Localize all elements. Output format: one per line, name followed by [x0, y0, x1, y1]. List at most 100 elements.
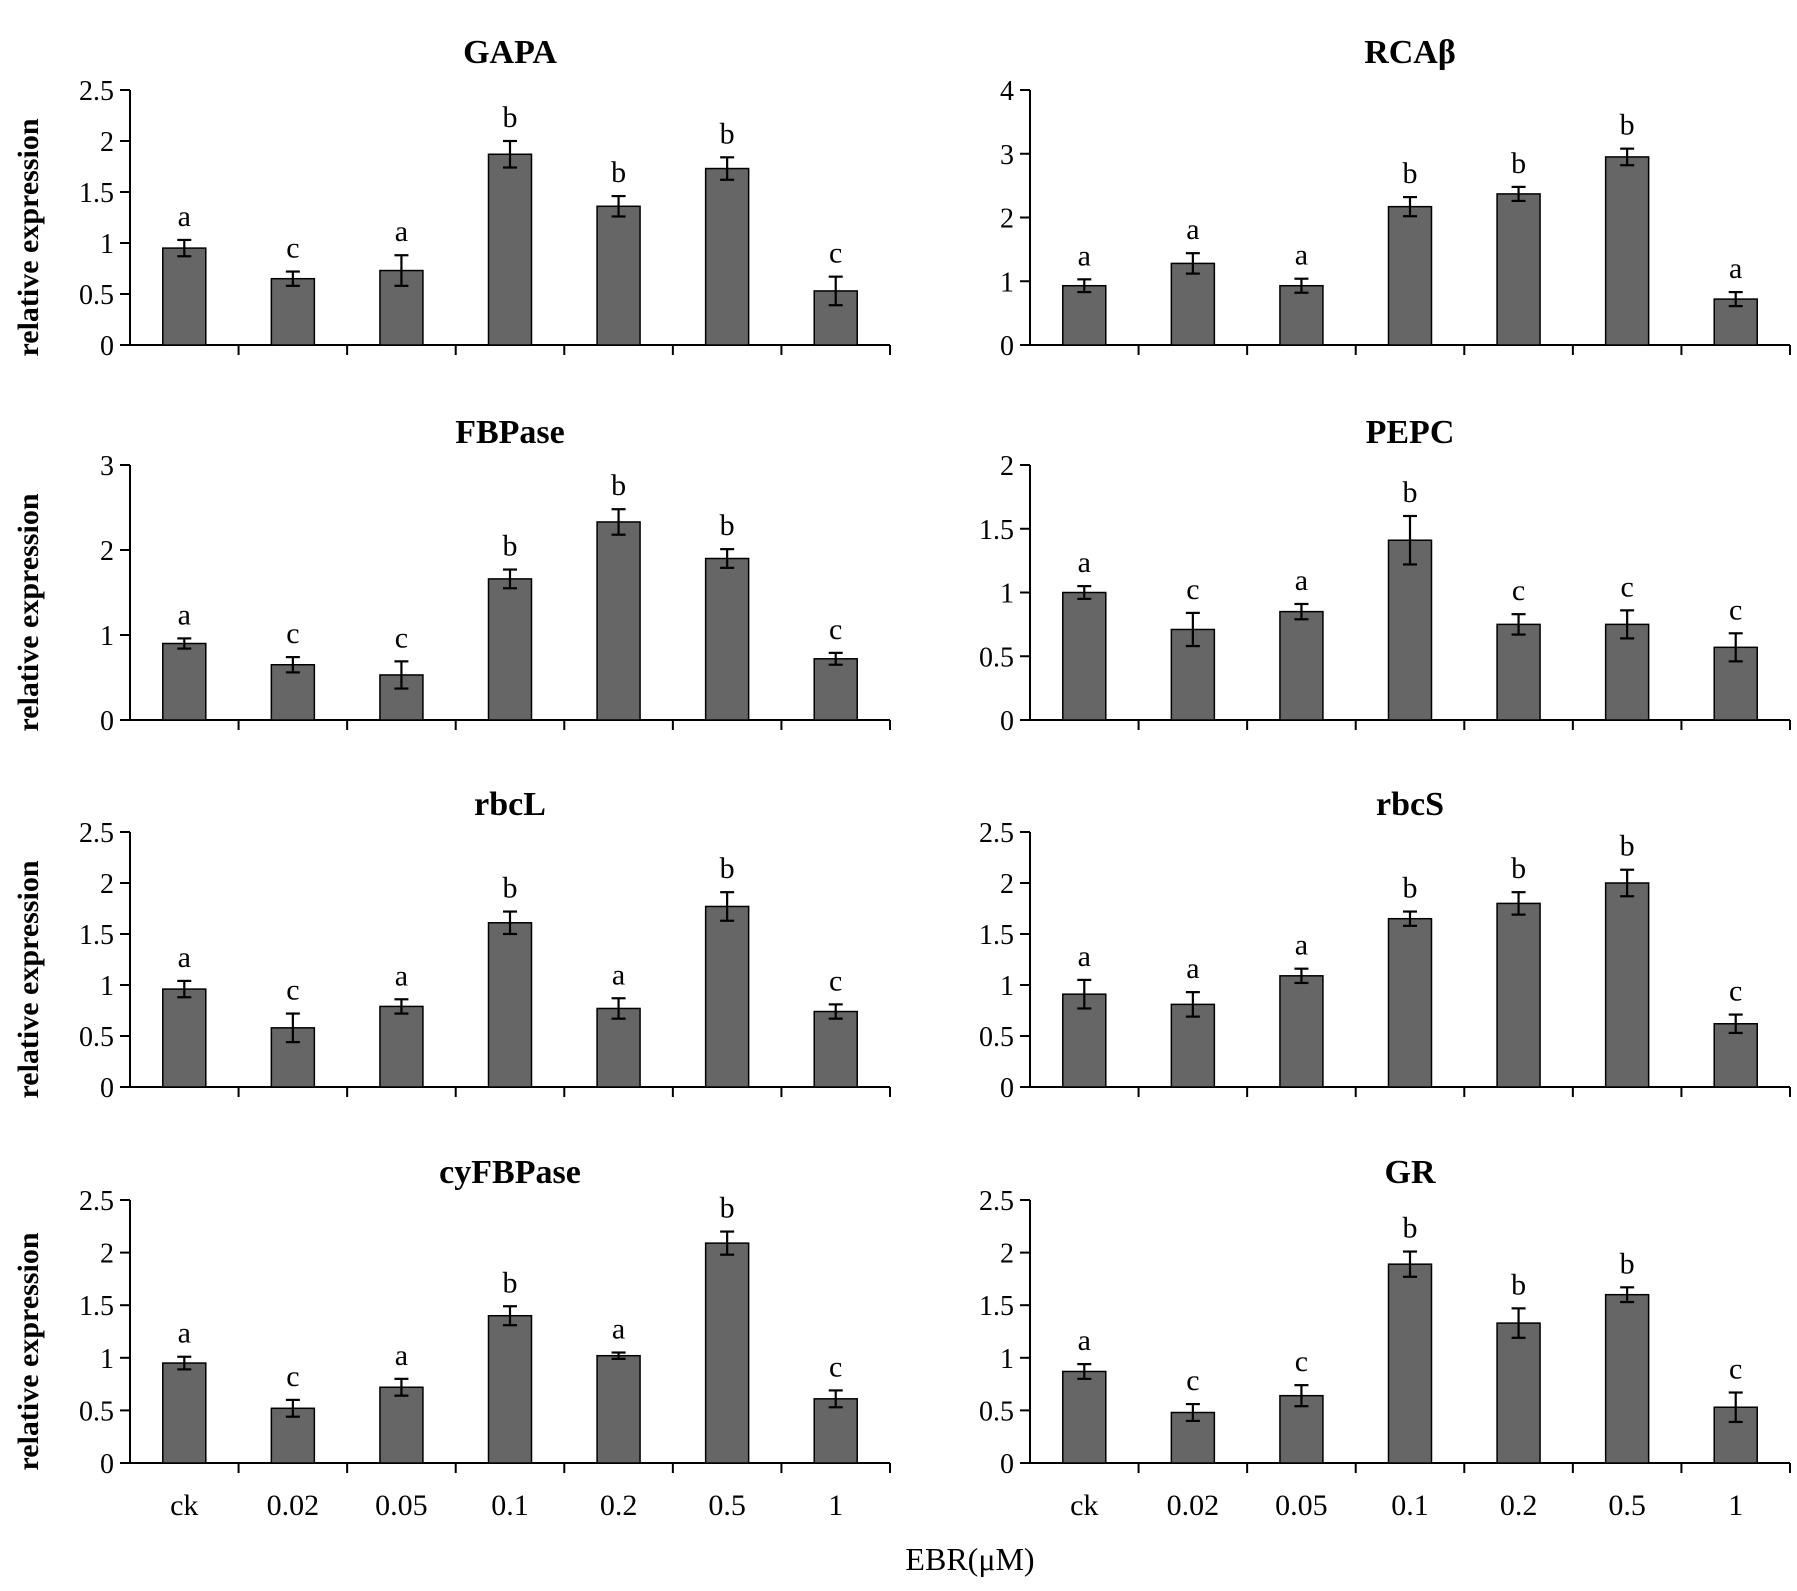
bar [379, 1386, 424, 1464]
bar [1279, 610, 1324, 721]
chart-panel: rbcL relative expression 0 0.5 1 1.5 2 2.5 a c a b a… [12, 786, 891, 1104]
significance-label: c [829, 964, 842, 997]
significance-label: c [829, 1350, 842, 1383]
x-tick-label: ck [1070, 1489, 1098, 1522]
y-tick-label: 3 [1000, 140, 1014, 171]
significance-label: c [1729, 593, 1742, 626]
y-tick-label: 2 [1000, 451, 1014, 482]
significance-label: c [286, 974, 299, 1007]
chart-title: GR [1385, 1154, 1436, 1191]
significance-label: b [1511, 852, 1526, 885]
significance-label: c [1512, 574, 1525, 607]
chart-panel: rbcS 0 0.5 1 1.5 2 2.5 a a a b b b c [979, 786, 1791, 1104]
bar [1062, 1370, 1107, 1464]
y-tick-label: 1 [100, 229, 114, 260]
x-axis-label: EBR(μM) [905, 1541, 1034, 1577]
y-tick-label: 4 [1000, 76, 1014, 107]
y-tick-label: 2 [1000, 1239, 1014, 1270]
x-tick-label: ck [170, 1489, 198, 1522]
significance-label: b [503, 872, 518, 905]
y-tick-label: 1.5 [979, 1291, 1014, 1322]
y-tick-label: 2.5 [979, 818, 1014, 849]
bar [596, 1354, 641, 1464]
significance-label: a [1078, 940, 1091, 973]
bar [813, 1010, 858, 1088]
significance-label: b [1403, 476, 1418, 509]
bar [813, 290, 858, 346]
significance-label: c [829, 613, 842, 646]
bar [704, 1242, 750, 1464]
bar [379, 1005, 424, 1088]
bar [704, 557, 750, 721]
chart-panel: GAPA relative expression 0 0.5 1 1.5 2 2.5 a c a b b… [12, 34, 891, 362]
y-tick-label: 1 [1000, 267, 1014, 298]
chart-title: rbcL [474, 786, 546, 823]
significance-label: a [178, 598, 191, 631]
chart-title: cyFBPase [439, 1154, 581, 1191]
significance-label: c [395, 621, 408, 654]
x-tick-label: 0.2 [1500, 1489, 1538, 1522]
bar [596, 521, 641, 721]
significance-label: c [829, 237, 842, 270]
significance-label: a [1729, 252, 1742, 285]
significance-label: b [720, 117, 735, 150]
significance-label: c [1620, 570, 1633, 603]
chart-title: RCAβ [1364, 34, 1456, 71]
bar [1387, 1263, 1433, 1464]
x-tick-label: 0.1 [491, 1489, 529, 1522]
y-tick-label: 1.5 [79, 920, 114, 951]
significance-label: a [178, 941, 191, 974]
y-tick-label: 0.5 [979, 1022, 1014, 1053]
x-tick-label: 0.02 [267, 1489, 320, 1522]
significance-label: c [286, 617, 299, 650]
bar [162, 247, 207, 346]
chart-title: FBPase [455, 414, 565, 451]
y-tick-label: 1.5 [979, 920, 1014, 951]
y-tick-label: 0 [1000, 1449, 1014, 1480]
chart-panel: GR 0 0.5 1 1.5 2 2.5 a ck c 0.02 c 0.05 b 0.1 b 0.2 b 0.5 c… [979, 1154, 1791, 1522]
chart-panel: FBPase relative expression 0 1 2 3 a c c b b b c [12, 414, 891, 737]
y-tick-label: 0.5 [979, 1396, 1014, 1427]
y-tick-label: 1 [1000, 971, 1014, 1002]
bar [1496, 193, 1541, 346]
x-tick-label: 1 [828, 1489, 843, 1522]
y-axis-label: relative expression [12, 1232, 45, 1470]
significance-label: a [395, 1339, 408, 1372]
significance-label: c [1295, 1345, 1308, 1378]
significance-label: b [1511, 147, 1526, 180]
x-tick-label: 0.02 [1167, 1489, 1220, 1522]
significance-label: a [1295, 564, 1308, 597]
y-tick-label: 1.5 [979, 515, 1014, 546]
y-tick-label: 0.5 [79, 1022, 114, 1053]
significance-label: a [178, 1317, 191, 1350]
significance-label: a [395, 215, 408, 248]
x-tick-label: 0.05 [375, 1489, 428, 1522]
bar [162, 988, 207, 1088]
significance-label: b [503, 530, 518, 563]
bar [1713, 1023, 1758, 1088]
y-tick-label: 0 [1000, 1073, 1014, 1104]
bar [270, 277, 316, 346]
bar [487, 1314, 533, 1464]
bar [487, 922, 533, 1088]
y-tick-label: 1 [1000, 1344, 1014, 1375]
y-tick-label: 2 [100, 1239, 114, 1270]
significance-label: b [611, 469, 626, 502]
y-axis-label: relative expression [12, 118, 45, 356]
y-axis-label: relative expression [12, 860, 45, 1098]
y-tick-label: 2.5 [79, 76, 114, 107]
significance-label: a [395, 959, 408, 992]
bar [704, 167, 750, 346]
chart-title: rbcS [1376, 786, 1444, 823]
significance-label: b [1403, 872, 1418, 905]
chart-panel: RCAβ 0 1 2 3 4 a a a b b b a [1000, 34, 1791, 362]
bar [1604, 882, 1650, 1088]
y-tick-label: 2.5 [979, 1186, 1014, 1217]
significance-label: a [1078, 1324, 1091, 1357]
x-tick-label: 1 [1728, 1489, 1743, 1522]
chart-title: PEPC [1366, 414, 1455, 451]
significance-label: b [1620, 109, 1635, 142]
y-tick-label: 2 [1000, 869, 1014, 900]
y-tick-label: 2 [100, 869, 114, 900]
y-tick-label: 0 [100, 331, 114, 362]
